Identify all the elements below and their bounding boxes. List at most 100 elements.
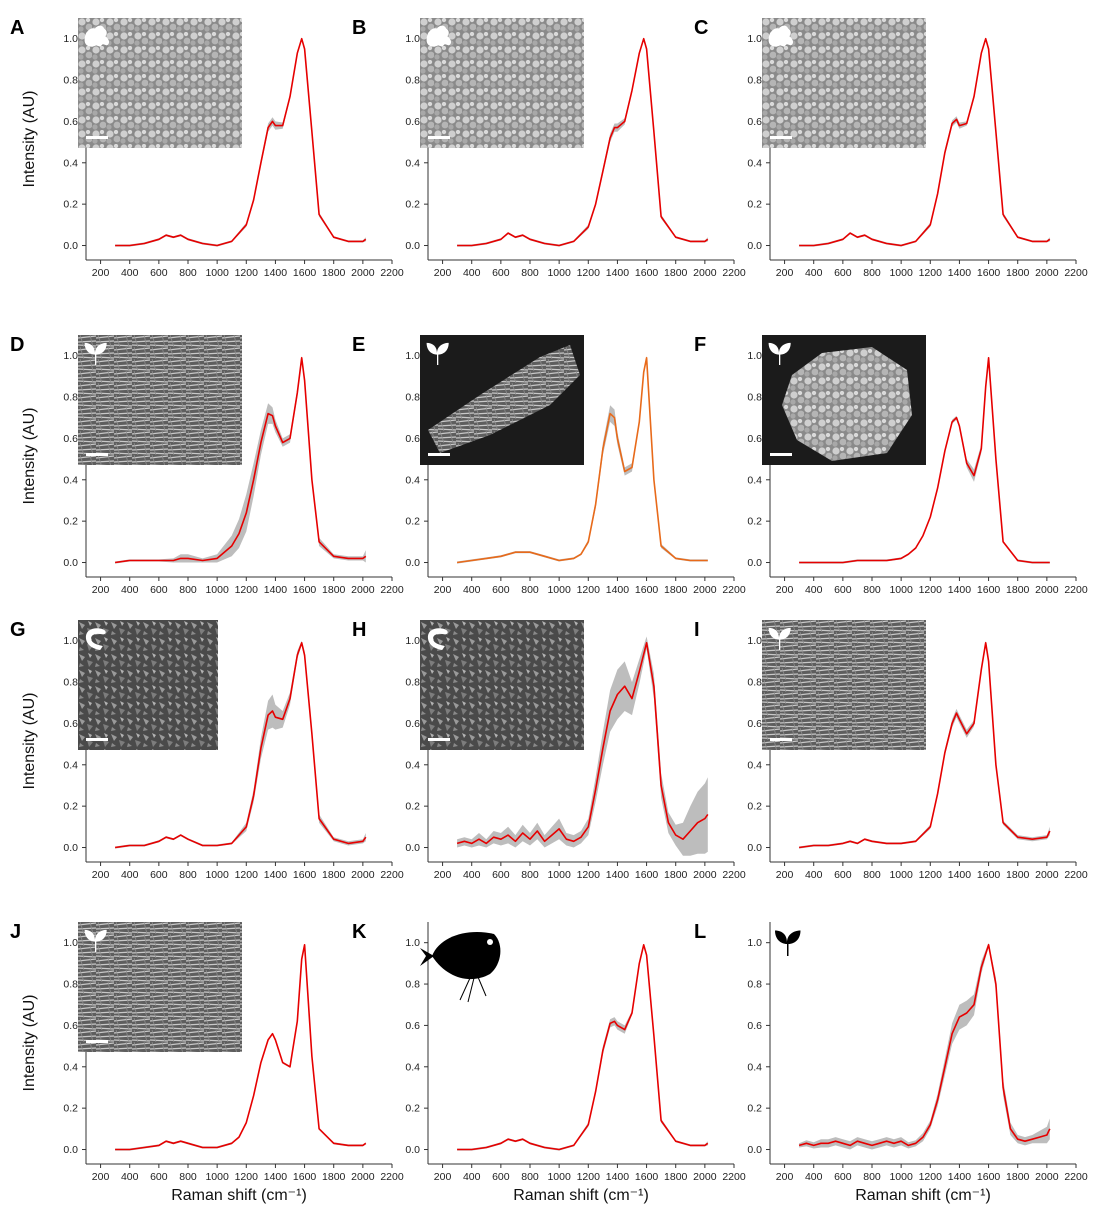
x-tick-label: 400: [805, 584, 823, 596]
y-tick-label: 0.6: [63, 718, 78, 730]
sem-image: [762, 620, 926, 750]
y-tick-label: 0.0: [747, 842, 762, 854]
x-tick-label: 1600: [635, 267, 659, 279]
fish-tail: [420, 948, 434, 966]
x-tick-label: 600: [492, 1171, 510, 1183]
x-tick-label: 400: [121, 1171, 139, 1183]
x-tick-label: 1000: [205, 584, 229, 596]
x-tick-label: 1200: [919, 1171, 943, 1183]
y-tick-label: 0.6: [747, 1020, 762, 1032]
y-tick-label: 0.2: [63, 1103, 78, 1115]
sem-inset: [762, 18, 926, 148]
y-tick-label: 0.2: [405, 801, 420, 813]
x-tick-label: 1200: [235, 584, 259, 596]
y-tick-label: 1.0: [405, 937, 420, 949]
x-tick-label: 800: [521, 869, 539, 881]
y-tick-label: 0.2: [63, 516, 78, 528]
sem-inset: [762, 620, 926, 750]
x-tick-label: 800: [179, 584, 197, 596]
x-tick-label: 200: [776, 869, 794, 881]
x-tick-label: 200: [776, 584, 794, 596]
y-axis-title: Intensity (AU): [21, 995, 38, 1092]
x-tick-label: 200: [776, 267, 794, 279]
y-tick-label: 0.8: [63, 392, 78, 404]
x-tick-label: 1000: [889, 584, 913, 596]
x-tick-label: 600: [834, 1171, 852, 1183]
x-tick-label: 2200: [1064, 869, 1088, 881]
x-tick-label: 1200: [919, 267, 943, 279]
x-tick-label: 400: [463, 584, 481, 596]
y-tick-label: 0.8: [63, 75, 78, 87]
sem-inset: [762, 335, 926, 465]
panel-a: A 0.0 0.2 0.4 0.6 0.8 1.0 200 400 600 800 1000 1200 1…: [10, 17, 404, 279]
fish-icon: [420, 932, 500, 1002]
x-tick-label: 800: [521, 584, 539, 596]
x-tick-label: 1800: [664, 869, 688, 881]
x-tick-label: 400: [805, 1171, 823, 1183]
y-tick-label: 0.2: [63, 199, 78, 211]
y-tick-label: 0.6: [747, 718, 762, 730]
y-tick-label: 0.0: [405, 1144, 420, 1156]
x-tick-label: 1400: [606, 267, 630, 279]
x-tick-label: 800: [863, 267, 881, 279]
x-tick-label: 1400: [948, 869, 972, 881]
x-tick-label: 1800: [1006, 869, 1030, 881]
y-tick-label: 0.8: [747, 75, 762, 87]
y-axis-title: Intensity (AU): [21, 91, 38, 188]
scale-bar: [770, 453, 792, 456]
y-tick-label: 0.8: [405, 979, 420, 991]
y-tick-label: 0.8: [747, 979, 762, 991]
y-tick-label: 0.4: [747, 474, 762, 486]
x-tick-label: 1200: [577, 1171, 601, 1183]
panel-l: L0.00.20.40.60.81.0200 400 600 800 1000 1200 1…: [694, 921, 1088, 1204]
x-tick-label: 600: [150, 869, 168, 881]
sem-inset: [78, 922, 242, 1052]
x-tick-label: 400: [463, 1171, 481, 1183]
y-tick-label: 1.0: [63, 33, 78, 45]
panel-g: G0.00.20.40.60.81.0200 400 600 800 1000 1200 1…: [10, 619, 404, 881]
x-tick-label: 800: [179, 267, 197, 279]
x-tick-label: 1200: [577, 869, 601, 881]
x-tick-label: 400: [805, 869, 823, 881]
y-tick-label: 0.4: [747, 1061, 762, 1073]
mean-line: [799, 945, 1050, 1146]
x-tick-label: 1800: [322, 267, 346, 279]
y-tick-label: 1.0: [747, 350, 762, 362]
x-tick-label: 1600: [635, 1171, 659, 1183]
x-tick-label: 1000: [547, 869, 571, 881]
panel-letter: J: [10, 921, 21, 943]
sem-image: [78, 922, 242, 1052]
y-tick-label: 0.2: [747, 801, 762, 813]
x-tick-label: 200: [92, 267, 110, 279]
x-tick-label: 1600: [293, 584, 317, 596]
sem-inset: [78, 620, 218, 750]
leaf-icon: [775, 931, 801, 957]
panel-letter: A: [10, 17, 24, 39]
y-tick-label: 0.2: [405, 1103, 420, 1115]
y-tick-label: 0.6: [747, 116, 762, 128]
x-tick-label: 2200: [380, 267, 404, 279]
y-tick-label: 0.0: [405, 557, 420, 569]
y-tick-label: 0.8: [405, 677, 420, 689]
y-tick-label: 0.2: [405, 516, 420, 528]
scale-bar: [86, 738, 108, 741]
x-tick-label: 800: [863, 1171, 881, 1183]
y-tick-label: 0.0: [747, 240, 762, 252]
y-tick-label: 0.0: [63, 1144, 78, 1156]
x-tick-label: 2200: [722, 869, 746, 881]
x-tick-label: 1200: [235, 267, 259, 279]
x-tick-label: 2200: [380, 584, 404, 596]
x-tick-label: 1400: [606, 584, 630, 596]
x-tick-label: 200: [776, 1171, 794, 1183]
x-tick-label: 1600: [635, 584, 659, 596]
x-tick-label: 1600: [635, 869, 659, 881]
x-axis-title: Raman shift (cm⁻¹): [855, 1187, 991, 1204]
x-tick-label: 1400: [948, 267, 972, 279]
y-tick-label: 0.8: [405, 75, 420, 87]
y-tick-label: 0.2: [63, 801, 78, 813]
x-tick-label: 1000: [205, 267, 229, 279]
x-tick-label: 1400: [606, 1171, 630, 1183]
mean-line: [457, 945, 708, 1150]
scale-bar: [86, 453, 108, 456]
x-tick-label: 1200: [577, 584, 601, 596]
